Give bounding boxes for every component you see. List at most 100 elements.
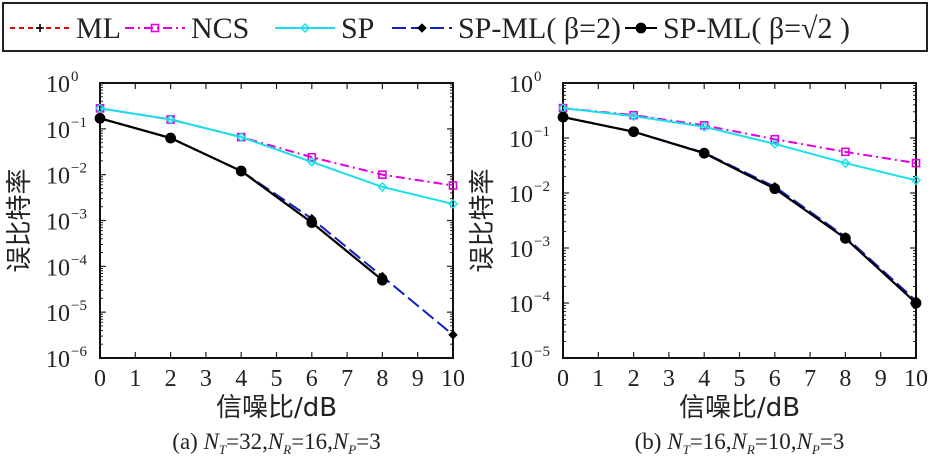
legend-item-NCS: NCS xyxy=(125,12,249,45)
x-tick-label: 8 xyxy=(839,366,851,392)
x-tick-label: 0 xyxy=(94,366,106,392)
data-point xyxy=(841,147,850,157)
series-line xyxy=(562,116,917,304)
y-tick-label: 10 xyxy=(509,72,533,98)
series-line xyxy=(99,107,454,205)
panel-caption: (a) NT=32,NR=16,NP=3 xyxy=(172,429,380,457)
caption-symbol: N xyxy=(332,429,350,454)
legend-marker-icon xyxy=(150,23,160,33)
legend-marker-icon xyxy=(417,23,427,33)
caption-symbol: N xyxy=(203,429,221,454)
x-tick-label: 1 xyxy=(592,366,604,392)
series-line xyxy=(99,117,384,281)
x-tick-label: 9 xyxy=(875,366,887,392)
x-tick-label: 1 xyxy=(129,366,141,392)
series-line xyxy=(99,117,454,336)
legend-marker-icon xyxy=(300,23,310,33)
y-tick-exponent: 0 xyxy=(534,69,542,85)
caption-subscript: R xyxy=(746,442,755,457)
y-tick-exponent: 0 xyxy=(71,69,79,85)
y-tick-exponent: −3 xyxy=(71,207,87,223)
x-tick-label: 10 xyxy=(441,366,465,392)
caption-text: =3 xyxy=(820,429,844,454)
series-ML xyxy=(96,114,387,285)
legend-item-SP-ML(β=√2): SP-ML( β=√2 ) xyxy=(625,12,850,45)
series-line xyxy=(99,107,454,187)
data-point xyxy=(307,152,317,162)
x-tick-label: 5 xyxy=(271,366,283,392)
legend-marker-icon xyxy=(635,22,647,34)
data-point xyxy=(376,274,388,286)
panel-caption: (b) NT=16,NR=10,NP=3 xyxy=(635,429,845,457)
legend-marker-icon xyxy=(36,24,44,32)
x-tick-label: 2 xyxy=(628,366,640,392)
series-line xyxy=(562,107,917,182)
series-SP-ML(β=√2) xyxy=(557,111,922,309)
caption-symbol: N xyxy=(267,429,285,454)
legend-item-SP-ML(β=2): SP-ML( β=2) xyxy=(392,12,621,45)
series-line xyxy=(99,117,384,281)
data-point xyxy=(448,181,458,190)
y-tick-label: 10 xyxy=(509,347,533,373)
y-tick-exponent: −6 xyxy=(71,344,87,360)
axes-frame xyxy=(99,82,454,359)
data-point xyxy=(699,121,710,132)
data-point xyxy=(165,114,176,125)
caption-subscript: P xyxy=(347,442,356,457)
legend-label: ML xyxy=(76,12,121,45)
data-point xyxy=(769,138,780,149)
plot-a: 10 010 −110 −210 −310 −410 −510 −60 1 2 3 4 5 6 7 8 9 10信… xyxy=(5,69,465,457)
legend-box xyxy=(2,2,928,52)
caption-text: =10, xyxy=(755,429,797,454)
y-axis-label: 误比特率 xyxy=(5,168,35,272)
y-tick-exponent: −1 xyxy=(534,124,550,140)
caption-text: (b) xyxy=(635,429,668,454)
x-tick-label: 6 xyxy=(769,366,781,392)
data-point xyxy=(306,156,317,167)
data-point xyxy=(165,132,177,144)
x-tick-label: 6 xyxy=(306,366,318,392)
series-ML xyxy=(559,113,920,307)
x-axis-label: 信噪比/dB xyxy=(679,393,800,423)
x-axis-label: 信噪比/dB xyxy=(216,393,337,423)
data-point xyxy=(769,183,781,195)
legend: ML NCS SP SP-ML( β=2) SP-ML( β=√2 ) xyxy=(10,12,850,45)
x-tick-label: 7 xyxy=(804,366,816,392)
legend-label: SP-ML( β=√2 ) xyxy=(663,12,850,45)
data-point xyxy=(840,232,851,244)
caption-text: =32, xyxy=(226,429,268,454)
series-SP-ML(β=√2) xyxy=(94,112,388,286)
y-tick-label: 10 xyxy=(46,164,70,190)
y-axis-label: 误比特率 xyxy=(468,168,498,272)
y-tick-exponent: −4 xyxy=(71,252,87,268)
caption-text: =16, xyxy=(291,429,333,454)
x-tick-label: 3 xyxy=(663,366,675,392)
x-tick-label: 7 xyxy=(341,366,353,392)
y-tick-exponent: −1 xyxy=(71,115,87,131)
data-point xyxy=(448,198,458,209)
x-tick-label: 10 xyxy=(904,366,928,392)
data-point xyxy=(378,170,387,179)
y-tick-exponent: −5 xyxy=(71,298,87,314)
y-tick-label: 10 xyxy=(46,347,70,373)
y-tick-label: 10 xyxy=(509,237,533,263)
caption-symbol: N xyxy=(666,429,684,454)
x-tick-label: 9 xyxy=(412,366,424,392)
y-tick-exponent: −2 xyxy=(71,161,87,177)
series-SP-ML(β=2) xyxy=(95,113,458,340)
y-tick-label: 10 xyxy=(46,118,70,144)
data-point xyxy=(911,158,921,168)
data-point xyxy=(628,111,639,122)
caption-text: =16, xyxy=(690,429,732,454)
x-tick-label: 5 xyxy=(734,366,746,392)
y-tick-label: 10 xyxy=(509,127,533,153)
series-line xyxy=(562,116,917,302)
x-tick-label: 4 xyxy=(235,366,247,392)
y-tick-label: 10 xyxy=(46,72,70,98)
data-point xyxy=(95,103,105,114)
legend-label: SP-ML( β=2) xyxy=(458,12,621,45)
y-tick-exponent: −3 xyxy=(534,234,550,250)
y-tick-exponent: −4 xyxy=(534,289,550,305)
data-point xyxy=(911,175,921,186)
caption-text: =3 xyxy=(356,429,380,454)
